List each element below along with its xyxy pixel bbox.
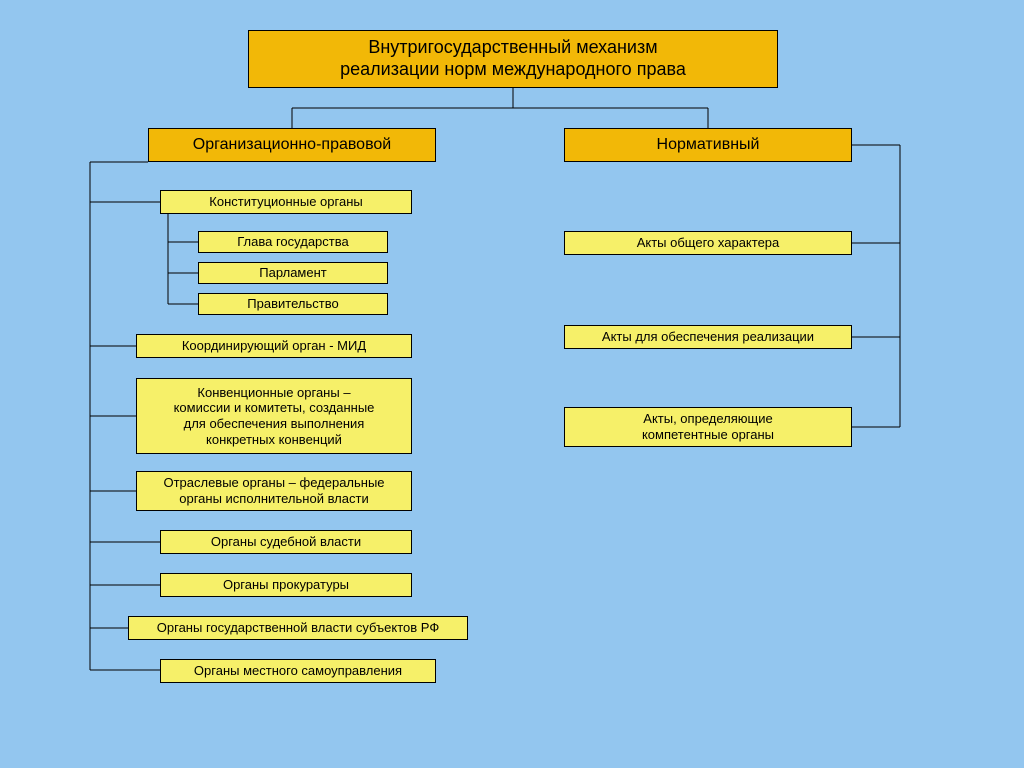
node-mest: Органы местного самоуправления	[160, 659, 436, 683]
node-label: Глава государства	[237, 234, 348, 250]
node-label: Акты общего характера	[637, 235, 780, 251]
node-prav: Правительство	[198, 293, 388, 315]
node-sud: Органы судебной власти	[160, 530, 412, 554]
node-label: Акты для обеспечения реализации	[602, 329, 814, 345]
node-label: Парламент	[259, 265, 326, 281]
node-label: Конституционные органы	[209, 194, 362, 210]
node-norm: Нормативный	[564, 128, 852, 162]
node-label: Отраслевые органы – федеральныеорганы ис…	[163, 475, 384, 506]
node-label: Органы местного самоуправления	[194, 663, 402, 679]
node-label: Акты, определяющиекомпетентные органы	[642, 411, 774, 442]
node-label: Нормативный	[657, 135, 760, 154]
node-label: Организационно-правовой	[193, 135, 391, 154]
node-konst: Конституционные органы	[160, 190, 412, 214]
node-mid: Координирующий орган - МИД	[136, 334, 412, 358]
node-label: Органы судебной власти	[211, 534, 361, 550]
node-akt1: Акты общего характера	[564, 231, 852, 255]
node-otras: Отраслевые органы – федеральныеорганы ис…	[136, 471, 412, 511]
node-prok: Органы прокуратуры	[160, 573, 412, 597]
node-root: Внутригосударственный механизмреализации…	[248, 30, 778, 88]
node-orgleg: Организационно-правовой	[148, 128, 436, 162]
node-akt2: Акты для обеспечения реализации	[564, 325, 852, 349]
node-label: Конвенционные органы –комиссии и комитет…	[174, 385, 375, 447]
node-parl: Парламент	[198, 262, 388, 284]
node-label: Правительство	[247, 296, 338, 312]
node-akt3: Акты, определяющиекомпетентные органы	[564, 407, 852, 447]
node-label: Органы прокуратуры	[223, 577, 349, 593]
node-glava: Глава государства	[198, 231, 388, 253]
node-label: Органы государственной власти субъектов …	[157, 620, 439, 636]
node-label: Внутригосударственный механизмреализации…	[340, 37, 686, 80]
node-conv: Конвенционные органы –комиссии и комитет…	[136, 378, 412, 454]
node-subj: Органы государственной власти субъектов …	[128, 616, 468, 640]
node-label: Координирующий орган - МИД	[182, 338, 366, 354]
